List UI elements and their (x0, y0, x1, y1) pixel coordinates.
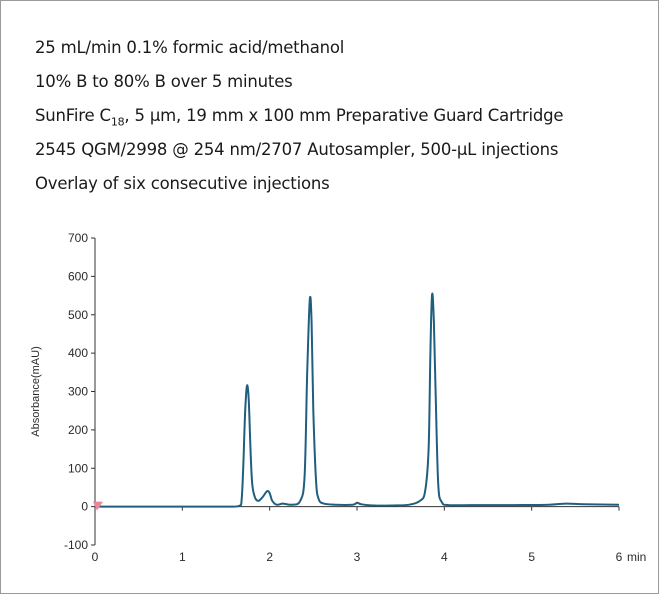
x-tick-label: 3 (354, 550, 361, 564)
condition-overlay: Overlay of six consecutive injections (35, 174, 330, 193)
method-conditions: 25 mL/min 0.1% formic acid/methanol 10% … (35, 31, 564, 201)
y-tick-label: 500 (68, 308, 88, 322)
chart-ticks: 700 600 500 400 300 200 100 0 -100 0 1 2 3 4 5 6 (64, 231, 623, 564)
y-tick-label: 400 (68, 346, 88, 360)
y-tick-label: 600 (68, 269, 88, 283)
condition-flow-rate: 25 mL/min 0.1% formic acid/methanol (35, 38, 345, 57)
injection-marker (93, 501, 103, 511)
y-tick-label: 200 (68, 423, 88, 437)
x-tick-label: 6 (616, 550, 623, 564)
y-tick-label: 0 (81, 500, 88, 514)
y-tick-label: -100 (64, 538, 88, 552)
condition-column: SunFire C18, 5 μm, 19 mm x 100 mm Prepar… (35, 106, 564, 129)
y-tick-label: 700 (68, 231, 88, 245)
x-tick-label: 2 (266, 550, 273, 564)
condition-gradient: 10% B to 80% B over 5 minutes (35, 72, 293, 91)
x-tick-label: 0 (92, 550, 99, 564)
chart-axes (94, 238, 619, 545)
x-tick-label: 5 (528, 550, 535, 564)
y-tick-label: 100 (68, 461, 88, 475)
x-tick-label: 4 (441, 550, 448, 564)
condition-detector: 2545 QGM/2998 @ 254 nm/2707 Autosampler,… (35, 140, 559, 159)
y-tick-label: 300 (68, 385, 88, 399)
x-axis-unit: min (627, 550, 646, 564)
chromatogram-trace (95, 292, 620, 508)
y-axis-title: Absorbance(mAU) (30, 346, 42, 436)
x-tick-label: 1 (179, 550, 186, 564)
